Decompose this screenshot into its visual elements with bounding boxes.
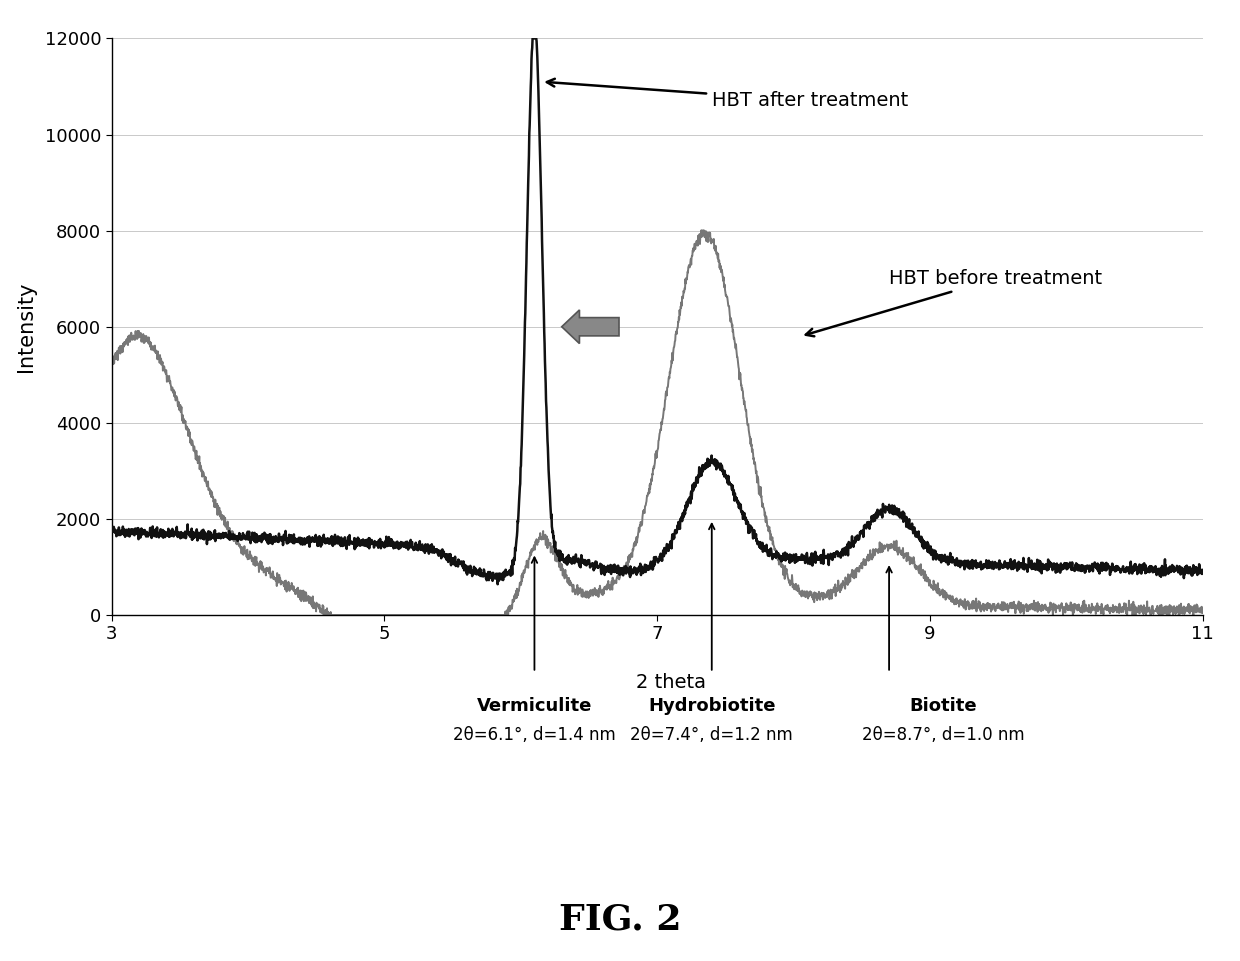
- Text: 2θ=8.7°, d=1.0 nm: 2θ=8.7°, d=1.0 nm: [862, 726, 1025, 744]
- Y-axis label: Intensity: Intensity: [16, 282, 36, 372]
- Text: HBT before treatment: HBT before treatment: [806, 269, 1102, 336]
- Text: FIG. 2: FIG. 2: [559, 903, 681, 937]
- Text: Vermiculite: Vermiculite: [476, 697, 593, 715]
- Text: Biotite: Biotite: [910, 697, 977, 715]
- Text: 2θ=6.1°, d=1.4 nm: 2θ=6.1°, d=1.4 nm: [453, 726, 616, 744]
- Text: 2θ=7.4°, d=1.2 nm: 2θ=7.4°, d=1.2 nm: [630, 726, 794, 744]
- Text: HBT after treatment: HBT after treatment: [547, 79, 908, 111]
- FancyArrow shape: [562, 310, 619, 344]
- Text: Hydrobiotite: Hydrobiotite: [649, 697, 775, 715]
- Text: 2 theta: 2 theta: [636, 673, 706, 692]
